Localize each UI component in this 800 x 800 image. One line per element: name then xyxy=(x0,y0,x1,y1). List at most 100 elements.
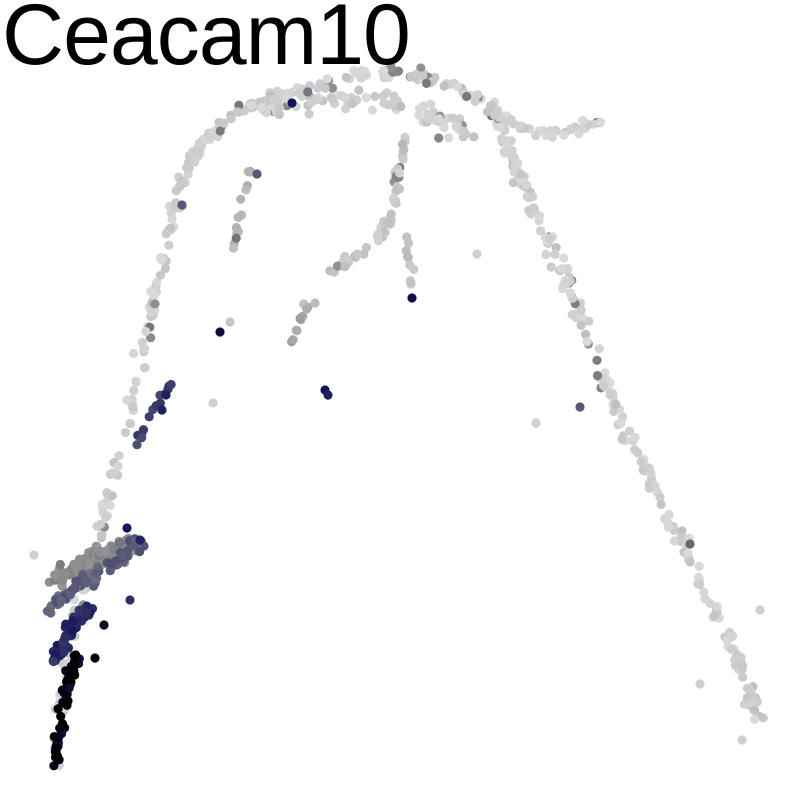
cell-point xyxy=(584,316,594,326)
cell-point xyxy=(736,652,746,663)
cell-point xyxy=(705,598,715,609)
cell-point xyxy=(528,192,538,202)
cell-point-highlight xyxy=(252,169,262,179)
cell-point xyxy=(439,81,449,91)
cell-point-highlight xyxy=(575,402,585,412)
cell-point xyxy=(699,587,709,597)
cell-point xyxy=(644,483,655,493)
cell-point xyxy=(138,425,149,435)
cell-point xyxy=(499,147,509,157)
cell-point xyxy=(320,83,330,93)
cell-point xyxy=(500,135,511,145)
cell-point xyxy=(327,94,337,104)
cell-point xyxy=(117,550,127,560)
cell-point xyxy=(69,583,79,593)
cell-point xyxy=(166,379,176,390)
cell-point xyxy=(135,547,145,557)
cell-point xyxy=(378,91,388,101)
cell-point xyxy=(294,89,304,99)
cell-point xyxy=(58,575,68,586)
cell-point xyxy=(52,742,62,753)
cell-point xyxy=(624,426,635,436)
cell-point xyxy=(61,699,71,709)
cell-point xyxy=(105,500,115,511)
cell-point xyxy=(373,229,383,239)
cell-point xyxy=(231,223,241,233)
cell-point xyxy=(66,671,76,681)
cell-point xyxy=(95,519,105,529)
cell-point xyxy=(341,72,351,82)
cell-point xyxy=(557,264,567,274)
cell-point-highlight xyxy=(161,390,171,400)
cell-point xyxy=(67,626,77,636)
cell-point xyxy=(663,522,674,532)
cell-point xyxy=(395,168,405,178)
cell-point xyxy=(546,262,556,272)
cell-point xyxy=(50,570,60,580)
cell-point xyxy=(146,333,156,343)
cell-point xyxy=(322,74,332,84)
cell-point xyxy=(577,124,587,134)
cell-point xyxy=(472,90,483,100)
cell-point xyxy=(42,606,53,616)
cell-point xyxy=(111,556,121,566)
cell-point xyxy=(685,557,695,567)
cell-point xyxy=(247,100,257,110)
cell-point xyxy=(656,499,666,509)
cell-point xyxy=(415,104,425,114)
cell-point xyxy=(129,385,139,396)
cell-point-highlight xyxy=(125,595,135,605)
cell-point xyxy=(617,434,627,445)
cell-point xyxy=(605,390,615,400)
cell-point xyxy=(531,418,541,428)
cell-point xyxy=(459,126,469,136)
cell-point xyxy=(550,249,560,259)
cell-point xyxy=(270,94,280,104)
cell-point-highlight xyxy=(287,98,297,108)
cell-point xyxy=(65,590,75,600)
cell-point xyxy=(342,255,352,265)
cell-point xyxy=(676,533,686,543)
cell-point xyxy=(469,132,479,142)
cell-point xyxy=(507,145,517,155)
cell-point xyxy=(559,130,569,140)
cell-point xyxy=(161,229,171,239)
cell-point xyxy=(340,262,350,272)
cell-point xyxy=(114,451,124,461)
cell-point xyxy=(592,371,603,381)
cell-point-highlight xyxy=(323,390,333,400)
cell-point xyxy=(462,91,472,102)
cell-point xyxy=(595,117,606,127)
cell-point xyxy=(155,398,165,408)
cell-point xyxy=(390,197,400,207)
cell-point xyxy=(60,633,70,643)
cell-point xyxy=(576,305,586,315)
cell-point xyxy=(236,194,246,204)
cell-point xyxy=(370,91,380,101)
cell-point xyxy=(55,723,65,733)
cell-point xyxy=(80,576,90,586)
cell-point-highlight xyxy=(685,539,695,549)
cell-point xyxy=(187,149,197,159)
cell-point xyxy=(373,236,383,246)
cell-point xyxy=(91,568,101,578)
cell-point xyxy=(545,234,555,244)
cell-point xyxy=(409,264,419,274)
cell-point xyxy=(444,133,454,143)
cell-point xyxy=(353,249,363,259)
cell-point xyxy=(132,440,142,450)
cell-point xyxy=(160,263,170,274)
cell-point xyxy=(565,288,576,298)
cell-point xyxy=(152,277,162,288)
cell-point xyxy=(379,66,389,76)
cell-point xyxy=(155,270,166,280)
cell-point xyxy=(609,406,619,416)
cell-point xyxy=(448,113,458,123)
cell-point xyxy=(599,381,609,391)
cell-point xyxy=(208,398,218,408)
cell-point xyxy=(312,95,322,105)
cell-point xyxy=(109,544,119,554)
cell-point xyxy=(485,101,496,111)
cell-point xyxy=(113,461,123,471)
cell-point xyxy=(128,402,138,412)
